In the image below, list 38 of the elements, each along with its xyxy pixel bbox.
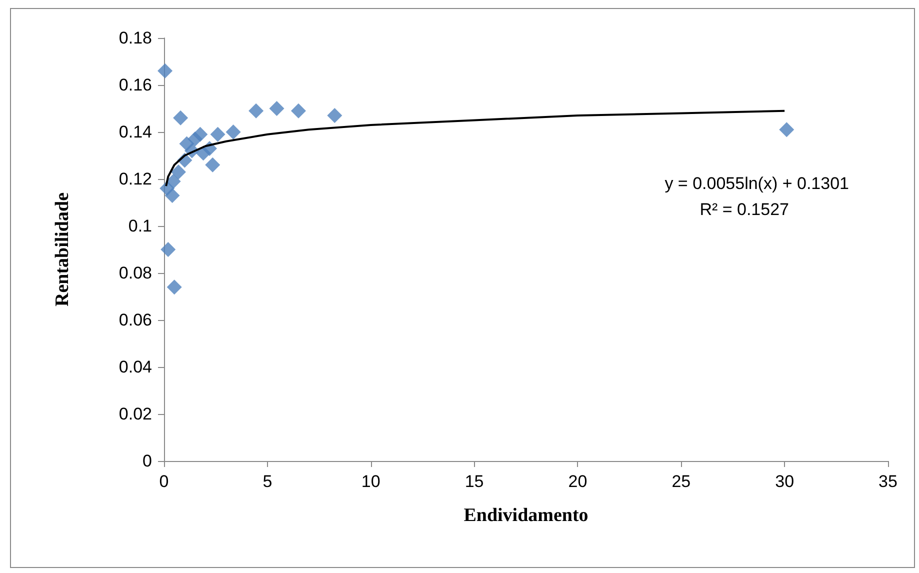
y-tick-label: 0.14 (118, 122, 152, 142)
point (226, 124, 241, 140)
y-tick-label: 0.06 (118, 310, 152, 330)
point (158, 63, 173, 78)
point (164, 188, 180, 203)
point (170, 164, 186, 180)
x-tick-label: 35 (878, 472, 898, 491)
x-tick-label: 15 (464, 472, 484, 491)
point (210, 126, 226, 142)
point (290, 103, 306, 118)
point (192, 126, 208, 142)
annotation: y = 0.0055ln(x) + 0.1301 (664, 174, 850, 193)
x-tick-label: 10 (361, 472, 380, 491)
y-tick-label: 0.16 (118, 76, 152, 94)
x-tick-label: 5 (262, 472, 272, 491)
point (248, 103, 264, 118)
x-tick-label: 0 (159, 472, 169, 491)
y-tick-label: 0.12 (118, 170, 152, 188)
point (166, 280, 182, 295)
y-tick-label: 0.1 (128, 216, 152, 236)
y-tick-label: 0.08 (118, 264, 152, 282)
x-tick-label: 20 (568, 472, 588, 491)
point (269, 101, 284, 116)
point (327, 108, 342, 124)
y-tick-label: 0.04 (118, 358, 152, 376)
y-axis-title: Rentabilidade (52, 192, 73, 307)
point (166, 174, 181, 189)
x-axis-title: Endividamento (464, 505, 588, 526)
point (779, 122, 794, 138)
y-tick-label: 0 (142, 452, 152, 470)
y-tick-label: 0.02 (118, 404, 152, 424)
point (173, 110, 188, 126)
x-tick-label: 30 (775, 472, 794, 491)
point (160, 242, 176, 257)
point (205, 157, 220, 172)
annotation: R² = 0.1527 (700, 200, 790, 219)
y-tick-label: 0.18 (118, 28, 152, 48)
x-tick-label: 25 (672, 472, 691, 491)
